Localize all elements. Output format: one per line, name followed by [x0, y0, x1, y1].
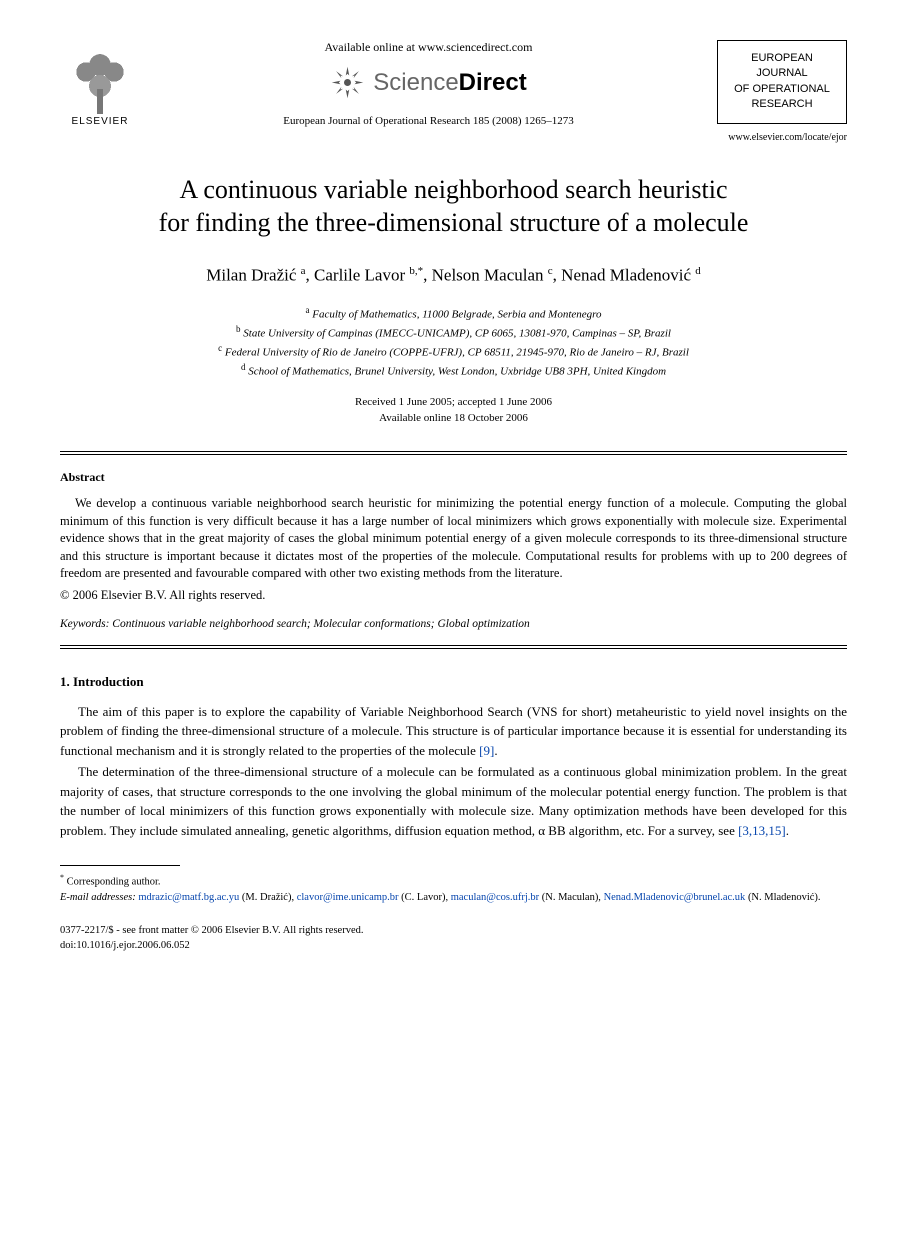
journal-box-wrapper: EUROPEAN JOURNAL OF OPERATIONAL RESEARCH… — [717, 40, 847, 143]
divider — [60, 451, 847, 452]
author-aff: a — [301, 265, 306, 277]
abstract-heading: Abstract — [60, 470, 847, 485]
issn-line: 0377-2217/$ - see front matter © 2006 El… — [60, 924, 847, 939]
corresponding-author-note: * Corresponding author. — [60, 872, 847, 890]
footnote-block: * Corresponding author. E-mail addresses… — [60, 872, 847, 906]
affiliation-c: Federal University of Rio de Janeiro (CO… — [225, 347, 689, 359]
doi-line: doi:10.1016/j.ejor.2006.06.052 — [60, 939, 847, 954]
elsevier-tree-icon — [65, 44, 135, 114]
divider — [60, 645, 847, 646]
sd-text-light: Science — [373, 69, 458, 96]
article-title: A continuous variable neighborhood searc… — [60, 173, 847, 241]
abstract-body: We develop a continuous variable neighbo… — [60, 495, 847, 583]
journal-reference: European Journal of Operational Research… — [160, 115, 697, 127]
journal-url: www.elsevier.com/locate/ejor — [717, 132, 847, 143]
divider — [60, 648, 847, 649]
author-aff: b,* — [409, 265, 423, 277]
keywords-text: Continuous variable neighborhood search;… — [112, 618, 530, 630]
center-header: Available online at www.sciencedirect.co… — [140, 40, 717, 127]
email-addresses: E-mail addresses: mdrazic@matf.bg.ac.yu … — [60, 890, 847, 906]
affiliation-d: School of Mathematics, Brunel University… — [248, 366, 666, 378]
keywords-label: Keywords: — [60, 618, 109, 630]
journal-box-line: RESEARCH — [726, 97, 838, 112]
section-heading-intro: 1. Introduction — [60, 674, 847, 690]
journal-box-line: JOURNAL — [726, 66, 838, 81]
affiliations: a Faculty of Mathematics, 11000 Belgrade… — [60, 304, 847, 381]
title-line-1: A continuous variable neighborhood searc… — [179, 175, 727, 204]
header-row: ELSEVIER Available online at www.science… — [60, 40, 847, 143]
received-date: Received 1 June 2005; accepted 1 June 20… — [355, 396, 552, 408]
sd-text-bold: Direct — [459, 69, 527, 96]
author-name: Nenad Mladenović — [561, 266, 691, 285]
divider — [60, 454, 847, 455]
intro-paragraph-2: The determination of the three-dimension… — [60, 762, 847, 840]
author-aff: c — [548, 265, 553, 277]
author-name: Milan Dražić — [206, 266, 296, 285]
sciencedirect-burst-icon — [330, 65, 365, 100]
email-link[interactable]: clavor@ime.unicamp.br — [297, 892, 399, 903]
intro-paragraph-1: The aim of this paper is to explore the … — [60, 702, 847, 761]
article-dates: Received 1 June 2005; accepted 1 June 20… — [60, 395, 847, 426]
abstract-copyright: © 2006 Elsevier B.V. All rights reserved… — [60, 588, 847, 603]
author-name: Carlile Lavor — [314, 266, 405, 285]
journal-box-line: EUROPEAN — [726, 51, 838, 66]
authors-line: Milan Dražić a, Carlile Lavor b,*, Nelso… — [60, 265, 847, 286]
sciencedirect-text: ScienceDirect — [373, 69, 526, 97]
elsevier-logo: ELSEVIER — [60, 40, 140, 130]
available-online-text: Available online at www.sciencedirect.co… — [160, 40, 697, 55]
citation-link[interactable]: [9] — [479, 743, 494, 758]
affiliation-b: State University of Campinas (IMECC-UNIC… — [243, 328, 671, 340]
elsevier-label: ELSEVIER — [72, 116, 129, 127]
keywords-line: Keywords: Continuous variable neighborho… — [60, 618, 847, 630]
affiliation-a: Faculty of Mathematics, 11000 Belgrade, … — [312, 308, 601, 320]
email-link[interactable]: mdrazic@matf.bg.ac.yu — [138, 892, 239, 903]
footnote-divider — [60, 865, 180, 866]
email-label: E-mail addresses: — [60, 892, 136, 903]
journal-box: EUROPEAN JOURNAL OF OPERATIONAL RESEARCH — [717, 40, 847, 124]
bottom-info: 0377-2217/$ - see front matter © 2006 El… — [60, 924, 847, 953]
citation-link[interactable]: [3,13,15] — [738, 823, 786, 838]
title-line-2: for finding the three-dimensional struct… — [159, 208, 749, 237]
email-link[interactable]: maculan@cos.ufrj.br — [451, 892, 539, 903]
author-aff: d — [695, 265, 701, 277]
journal-box-line: OF OPERATIONAL — [726, 82, 838, 97]
sciencedirect-logo: ScienceDirect — [160, 65, 697, 100]
email-link[interactable]: Nenad.Mladenovic@brunel.ac.uk — [604, 892, 746, 903]
author-name: Nelson Maculan — [432, 266, 544, 285]
online-date: Available online 18 October 2006 — [379, 412, 528, 424]
